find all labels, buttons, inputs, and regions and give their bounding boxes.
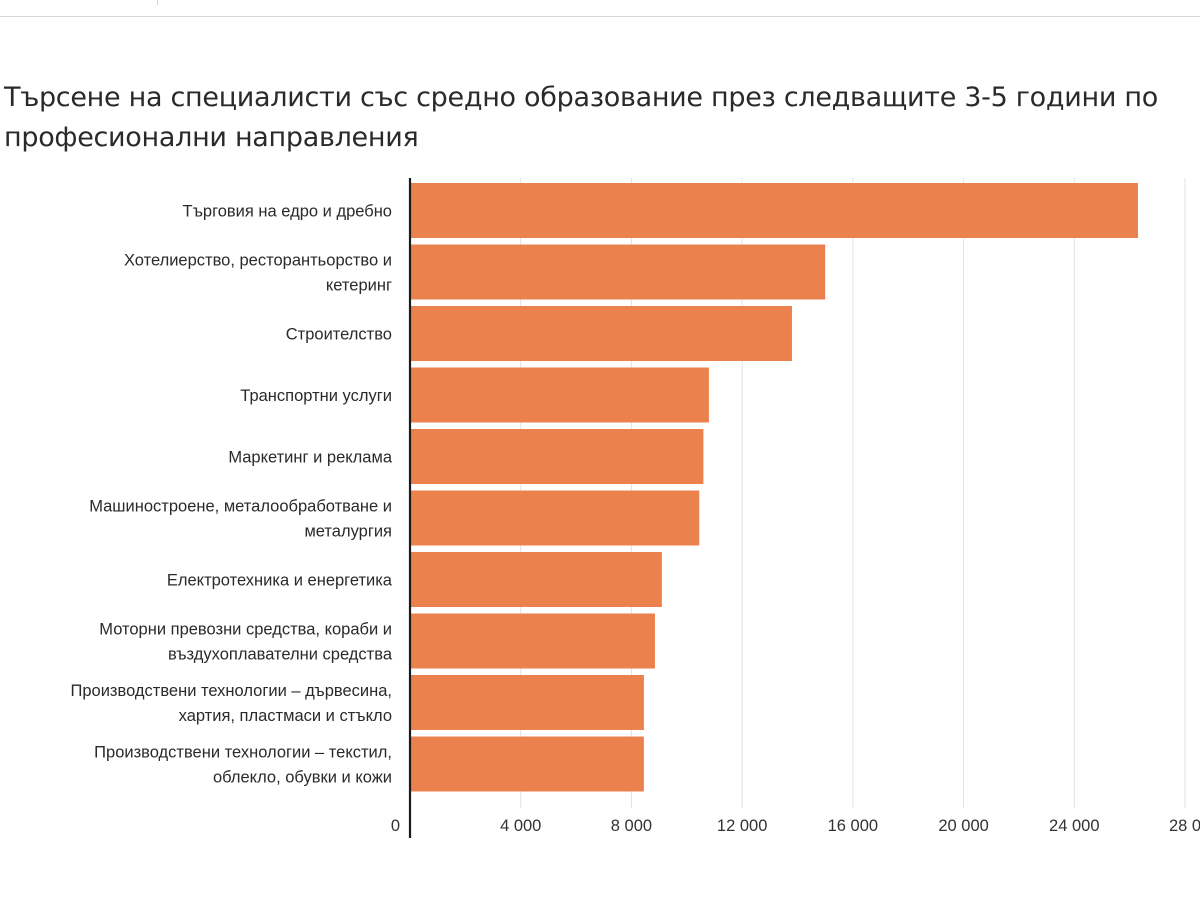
x-tick-label: 4 000 [500, 817, 541, 835]
x-tick-label: 12 000 [717, 817, 767, 835]
category-label: кетеринг [326, 277, 392, 295]
category-label: Машиностроене, металообработване и [89, 498, 392, 516]
bar [410, 736, 644, 792]
x-tick-label: 0 [391, 817, 400, 835]
category-label: въздухоплавателни средства [168, 646, 393, 664]
bar [410, 675, 644, 730]
category-label: Електротехника и енергетика [167, 572, 393, 590]
x-tick-label: 8 000 [611, 817, 652, 835]
x-tick-label: 24 000 [1049, 817, 1099, 835]
bar [410, 183, 1138, 238]
top-divider [0, 16, 1200, 17]
category-label: металургия [304, 523, 392, 541]
bar [410, 244, 826, 300]
bar [410, 552, 662, 607]
category-label: облекло, обувки и кожи [213, 769, 392, 787]
x-tick-label: 28 0 [1169, 817, 1200, 835]
category-label: хартия, пластмаси и стъкло [179, 707, 392, 725]
category-label: Търговия на едро и дребно [183, 203, 393, 221]
x-tick-label: 20 000 [938, 817, 988, 835]
category-label: Производствени технологии – дървесина, [71, 682, 393, 700]
bar [410, 429, 704, 484]
bar [410, 367, 709, 423]
category-label: Маркетинг и реклама [228, 449, 393, 467]
bar [410, 490, 700, 546]
category-label: Транспортни услуги [240, 387, 392, 405]
bar [410, 613, 655, 669]
category-label: Строителство [286, 326, 392, 344]
chart-title: Търсене на специалисти със средно образо… [4, 82, 1158, 153]
category-label: Моторни превозни средства, кораби и [99, 621, 392, 639]
category-label: Производствени технологии – текстил, [94, 744, 392, 762]
category-label: Хотелиерство, ресторантьорство и [124, 252, 392, 270]
bar [410, 306, 792, 361]
x-tick-label: 16 000 [828, 817, 878, 835]
top-divider-tick [157, 0, 158, 5]
